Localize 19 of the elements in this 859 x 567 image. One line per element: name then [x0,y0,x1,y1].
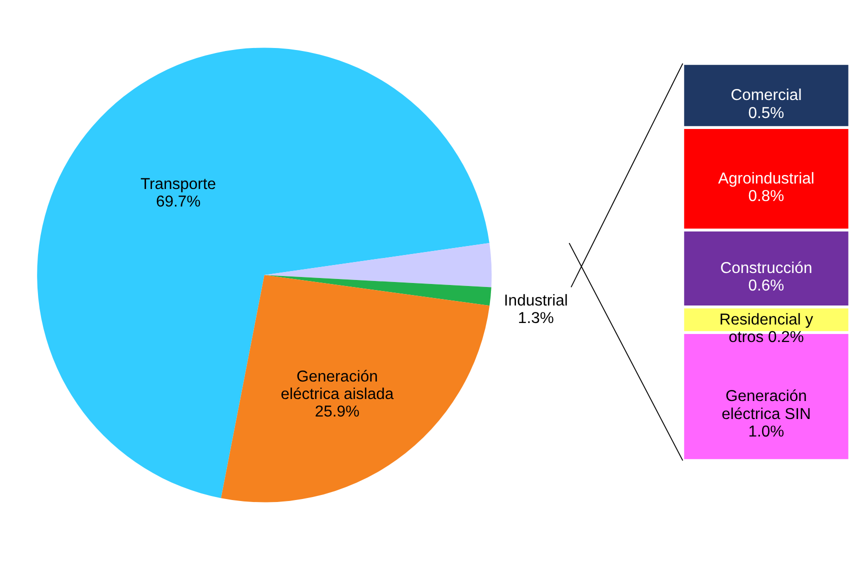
pie-slice [264,243,492,288]
series-label: Agroindustrial [718,170,814,188]
pie-slice [37,48,490,498]
slice-label: Industrial [504,292,568,310]
data-label: 69.7% [156,194,201,211]
text: Residencial y otros 0.2% [719,311,814,346]
slice-label: Generación eléctrica aislada [280,368,394,403]
data-label: 1.0% [748,423,784,440]
data-label: 0.5% [748,104,784,122]
data-label: 0.8% [748,188,784,206]
data-label: 0.6% [748,278,784,295]
data-label: 1.3% [518,310,554,328]
series-label: Construcción [720,260,812,278]
pie-slice [264,275,492,306]
pie-slice [221,275,490,502]
series-label: Comercial [730,87,802,104]
slice-label: Transporte [140,176,216,194]
data-label: 25.9% [314,404,360,420]
series-label: Generación eléctrica SIN [722,388,811,423]
